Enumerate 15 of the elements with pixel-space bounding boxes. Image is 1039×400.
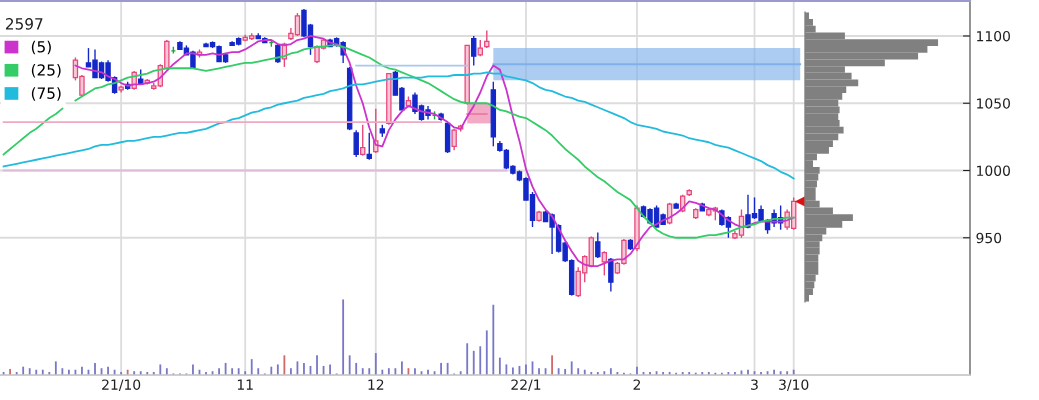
x-tick-label: 22/1 bbox=[511, 379, 541, 392]
y-tick-label: 1000 bbox=[977, 165, 1010, 176]
y-tick-label: 950 bbox=[976, 232, 1002, 244]
x-tick-label: 11 bbox=[237, 379, 253, 390]
x-tick-label: 3 bbox=[751, 379, 758, 390]
x-tick-label: 3/10 bbox=[779, 379, 809, 392]
text: 2597 bbox=[5, 18, 43, 30]
legend-label: (5) bbox=[31, 40, 51, 55]
y-tick-label: 1100 bbox=[977, 30, 1010, 42]
legend-label: (75) bbox=[31, 87, 61, 101]
y-tick-label: 1050 bbox=[977, 98, 1010, 109]
legend-label: (25) bbox=[31, 63, 61, 78]
x-tick-label: 12 bbox=[368, 379, 384, 390]
x-tick-label: 2 bbox=[633, 379, 641, 390]
x-tick-label: 21/10 bbox=[102, 379, 141, 392]
